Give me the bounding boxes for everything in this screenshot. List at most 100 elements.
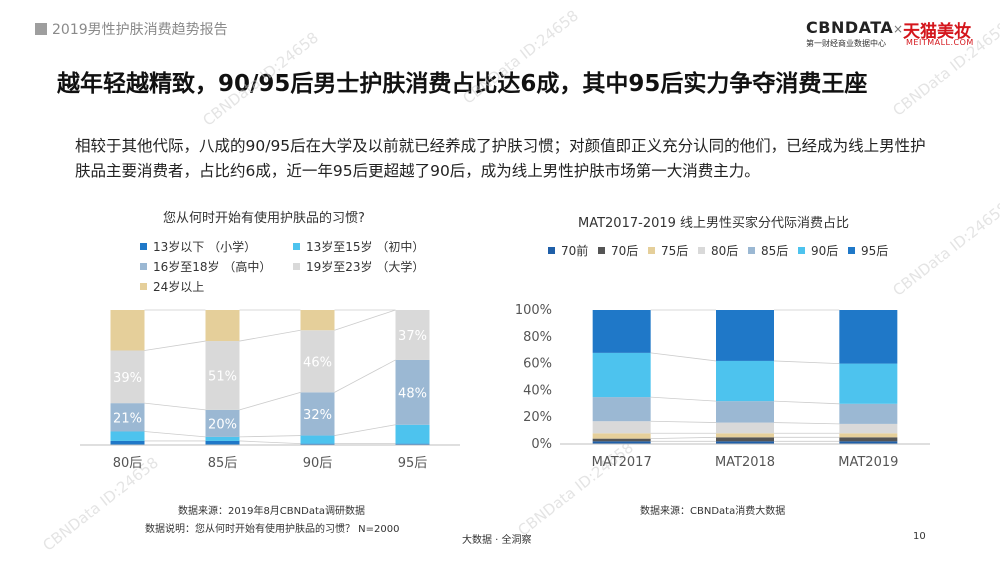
bar-segment <box>205 436 240 441</box>
legend-swatch <box>648 247 655 254</box>
legend-label: 75后 <box>661 244 689 258</box>
legend-item: 24岁以上 <box>140 278 204 295</box>
data-label: 20% <box>208 417 237 432</box>
connector-line <box>650 396 717 402</box>
footer-tagline: 大数据 · 全洞察 <box>462 535 532 546</box>
right-chart-title: MAT2017-2019 线上男性买家分代际消费占比 <box>578 216 850 231</box>
connector-line <box>239 435 301 438</box>
left-stacked-bar-chart: 80后 85后 90后 95后 21% 39% 20% 51% 32% 46% 48% 37% <box>80 309 460 471</box>
legend-label: 19岁至23岁 （大学） <box>306 260 425 274</box>
bar-segment <box>716 441 774 444</box>
bar-segment <box>839 423 898 434</box>
connector-line <box>239 391 301 411</box>
bar-segment <box>300 310 335 331</box>
x-tick-label: 90后 <box>303 456 333 471</box>
bar-segment <box>716 401 774 423</box>
y-tick-label: 0% <box>531 437 552 452</box>
x-tick-label: 85后 <box>208 456 238 471</box>
legend-label: 90后 <box>811 244 839 258</box>
bar-segment <box>110 440 145 445</box>
bar-segment <box>839 433 898 438</box>
data-label: 21% <box>113 411 142 426</box>
legend-swatch <box>798 247 805 254</box>
bar-segment <box>110 310 145 351</box>
y-tick-label: 100% <box>515 303 552 318</box>
bar-segment <box>592 397 651 422</box>
bar-segment <box>395 424 430 444</box>
bar-segment <box>592 352 651 398</box>
x-tick-label: MAT2019 <box>838 455 898 470</box>
legend-label: 80后 <box>711 244 739 258</box>
legend-label: 13岁至15岁 （初中） <box>306 240 425 254</box>
legend-item: 19岁至23岁 （大学） <box>293 258 424 275</box>
legend-swatch <box>293 263 300 270</box>
legend-item: 95后 <box>848 242 888 259</box>
bar-segment <box>300 330 335 393</box>
legend-item: 70前 <box>548 242 588 259</box>
bar-segment <box>395 443 430 445</box>
connector-line <box>334 424 396 436</box>
report-title: 2019男性护肤消费趋势报告 <box>52 22 228 38</box>
connector-line <box>239 440 301 445</box>
x-tick-label: MAT2018 <box>715 455 775 470</box>
left-chart-legend: 13岁以下 （小学） 13岁至15岁 （初中） 16岁至18岁 （高中） 19岁… <box>140 238 460 298</box>
connector-line <box>334 309 396 331</box>
legend-item: 85后 <box>748 242 788 259</box>
bar-segment <box>205 440 240 445</box>
legend-item: 16岁至18岁 （高中） <box>140 258 271 275</box>
legend-item: 75后 <box>648 242 688 259</box>
bar-segment <box>716 433 774 438</box>
tmall-beauty-logo: 天猫美妆 <box>903 22 971 42</box>
data-label: 32% <box>303 408 332 423</box>
legend-label: 85后 <box>761 244 789 258</box>
right-chart-legend: 70前 70后 75后 80后 85后 90后 95后 <box>548 242 968 262</box>
cbndata-logo-subtitle: 第一财经商业数据中心 <box>806 39 886 48</box>
legend-label: 24岁以上 <box>153 280 205 294</box>
bar-segment <box>205 409 240 437</box>
bar-segment <box>839 403 898 424</box>
page-title: 越年轻越精致，90/95后男士护肤消费占比达6成，其中95后实力争夺消费王座 <box>57 71 868 97</box>
legend-swatch <box>140 263 147 270</box>
bar-segment <box>592 441 651 444</box>
bar-segment <box>716 437 774 442</box>
cbndata-logo: CBNDATA <box>806 18 894 37</box>
legend-label: 16岁至18岁 （高中） <box>153 260 272 274</box>
y-tick-label: 60% <box>523 357 552 372</box>
bar-segment <box>592 421 651 434</box>
bar-segment <box>592 438 651 442</box>
connector-line <box>650 352 717 362</box>
legend-label: 95后 <box>861 244 889 258</box>
bar-segment <box>839 363 898 404</box>
connector-line <box>239 329 301 342</box>
bar-segment <box>395 310 430 360</box>
legend-label: 70后 <box>611 244 639 258</box>
y-tick-label: 80% <box>523 330 552 345</box>
intro-paragraph: 相较于其他代际，八成的90/95后在大学及以前就已经养成了护肤习惯；对颜值即正义… <box>75 137 926 180</box>
legend-swatch <box>140 283 147 290</box>
y-tick-label: 40% <box>523 383 552 398</box>
connector-line <box>144 431 206 438</box>
left-chart-source: 数据来源：2019年8月CBNData调研数据 <box>178 506 366 517</box>
header-marker <box>35 23 47 35</box>
bar-segment <box>300 443 335 445</box>
legend-swatch <box>548 247 555 254</box>
bar-segment <box>716 310 774 361</box>
right-chart-source: 数据来源：CBNData消费大数据 <box>640 506 786 517</box>
connector-line <box>650 420 717 423</box>
legend-label: 13岁以下 （小学） <box>153 240 257 254</box>
legend-swatch <box>698 247 705 254</box>
connector-line <box>144 340 206 351</box>
connector-line <box>773 400 840 405</box>
bar-segment <box>592 310 651 353</box>
x-tick-label: MAT2017 <box>592 455 652 470</box>
bar-segment <box>110 431 145 441</box>
legend-label: 70前 <box>561 244 589 258</box>
right-stacked-bar-chart: 0% 20% 40% 60% 80% 100% MAT2017 MAT2018 MAT2019 <box>515 303 930 470</box>
bar-segment <box>395 359 430 425</box>
bar-segment <box>839 441 898 444</box>
legend-swatch <box>140 243 147 250</box>
bar-segment <box>110 350 145 404</box>
connector-line <box>773 422 840 425</box>
left-chart-note: 数据说明：您从何时开始有使用护肤品的习惯？ N=2000 <box>145 524 400 535</box>
bar-segment <box>205 341 240 410</box>
